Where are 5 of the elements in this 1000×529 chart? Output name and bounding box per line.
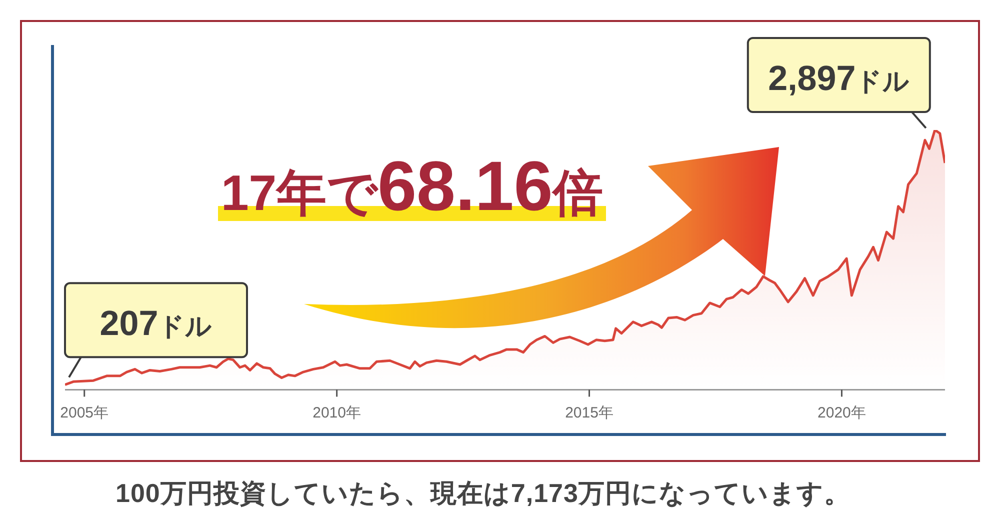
text: 100万円投資していたら、現在は7,173万円になっています。 [114,477,852,510]
x-tick-label: 2020年 [818,404,866,422]
x-tick-label: 2010年 [312,404,361,422]
x-tick-label: 2005年 [60,404,109,422]
x-tick-label: 2015年 [565,404,614,422]
